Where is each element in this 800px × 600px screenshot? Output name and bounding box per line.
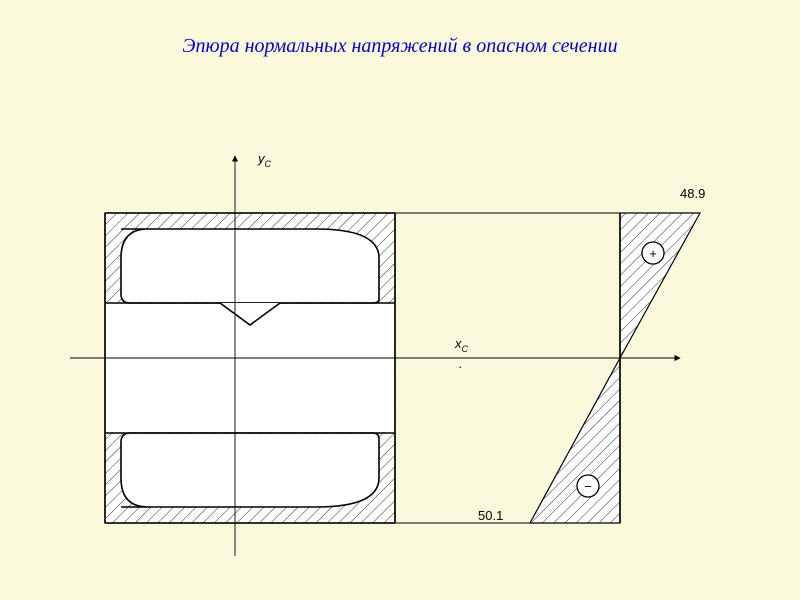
- plus-badge: +: [642, 242, 664, 264]
- channel-top: [121, 229, 379, 303]
- stress-bottom-value: 50.1: [478, 508, 503, 523]
- stress-top-value: 48.9: [680, 186, 705, 201]
- minus-badge: −: [577, 475, 599, 497]
- page-title: Эпюра нормальных напряжений в опасном се…: [0, 0, 800, 58]
- axis-yc-label: yC: [257, 151, 272, 169]
- axis-origin-dot: .: [459, 356, 463, 371]
- diagram-canvas: yC xC . + − 48.9 50.1: [0, 58, 800, 598]
- axis-xc-label: xC: [454, 336, 469, 354]
- svg-text:−: −: [584, 479, 592, 494]
- channel-bottom: [121, 433, 379, 507]
- svg-text:+: +: [649, 246, 657, 261]
- stress-diagram: [530, 213, 700, 523]
